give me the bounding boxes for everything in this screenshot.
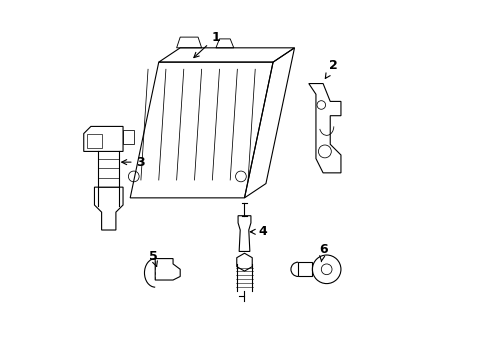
Text: 5: 5 bbox=[149, 250, 158, 266]
Text: 1: 1 bbox=[193, 31, 220, 58]
Text: 3: 3 bbox=[122, 156, 145, 168]
Text: 4: 4 bbox=[250, 225, 266, 238]
Text: 6: 6 bbox=[318, 243, 327, 262]
Text: 2: 2 bbox=[325, 59, 338, 78]
Bar bbox=[87, 134, 102, 148]
